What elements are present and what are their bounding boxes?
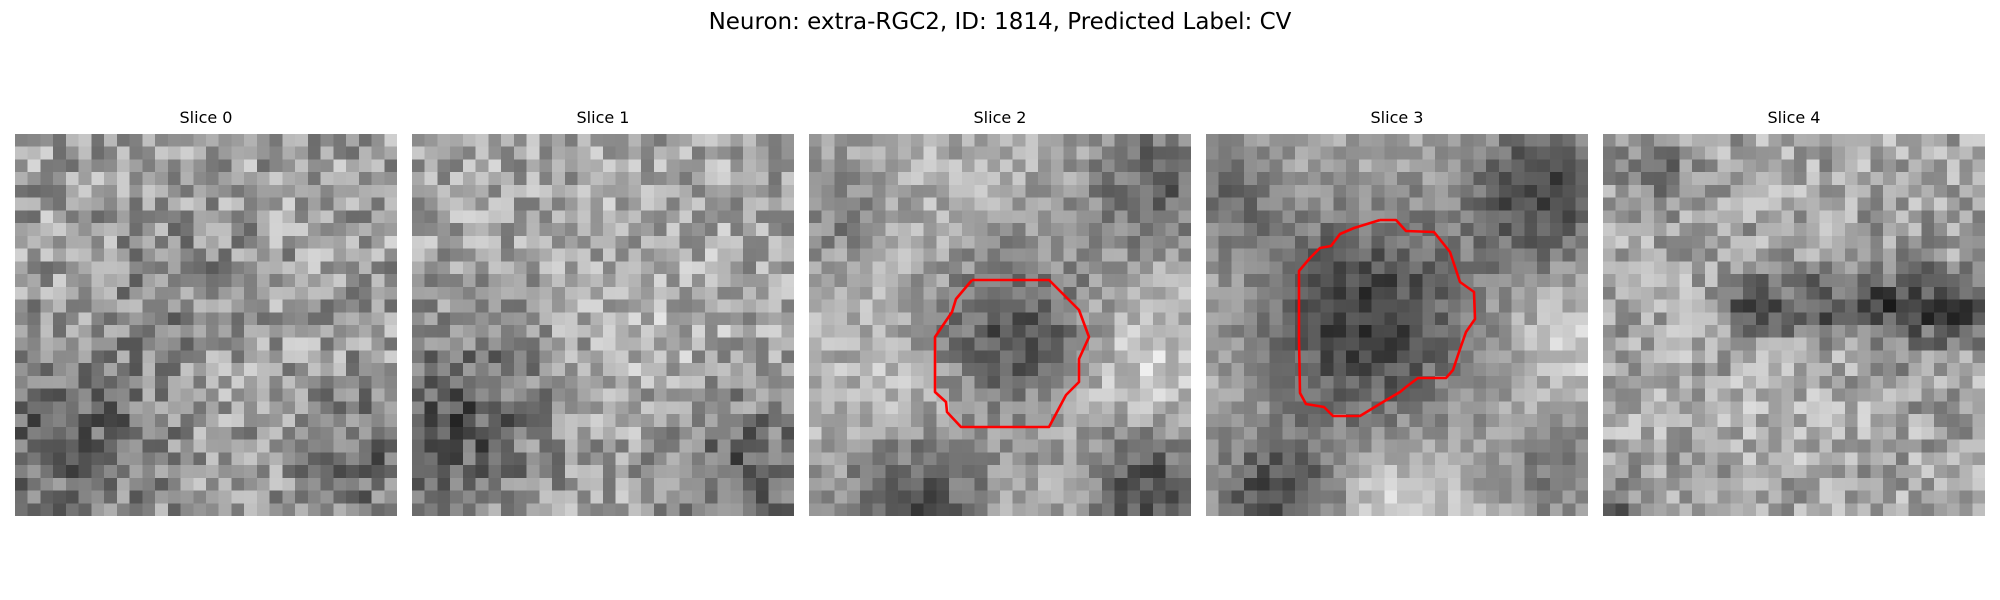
figure-title: Neuron: extra-RGC2, ID: 1814, Predicted … (708, 9, 1292, 35)
slice-image-4 (1603, 134, 1985, 516)
slice-image-1 (412, 134, 794, 516)
slice-title-1: Slice 1 (576, 108, 630, 127)
slice-title-0: Slice 0 (179, 108, 233, 127)
slice-panel-0: Slice 0 (15, 108, 397, 516)
slice-panel-2: Slice 2 (809, 108, 1191, 516)
slice-image-0 (15, 134, 397, 516)
slice-panel-1: Slice 1 (412, 108, 794, 516)
slice-title-2: Slice 2 (973, 108, 1027, 127)
slice-title-3: Slice 3 (1370, 108, 1424, 127)
slice-image-3 (1206, 134, 1588, 516)
slice-image-2 (809, 134, 1191, 516)
slice-panel-3: Slice 3 (1206, 108, 1588, 516)
slice-title-4: Slice 4 (1767, 108, 1821, 127)
slice-panel-4: Slice 4 (1603, 108, 1985, 516)
